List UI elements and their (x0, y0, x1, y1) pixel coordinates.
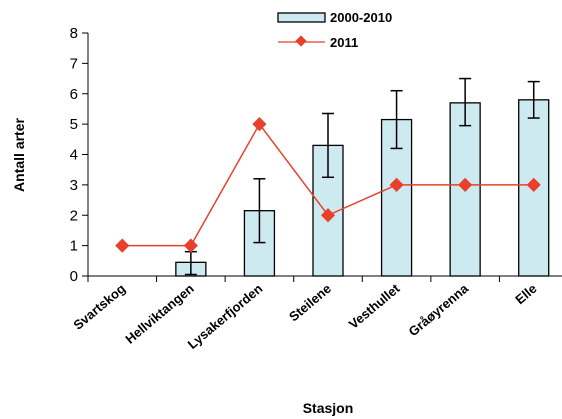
y-tick-label: 7 (70, 55, 78, 72)
x-axis-title: Stasjon (303, 400, 354, 416)
legend-swatch-bar (277, 12, 326, 23)
category-label: Hellviktangen (122, 281, 196, 347)
category-label: Elle (512, 281, 539, 307)
line-point (183, 238, 198, 253)
y-tick-label: 1 (70, 238, 78, 255)
legend-label-bar: 2000-2010 (330, 10, 392, 25)
category-label: Lysakerfjorden (185, 281, 266, 352)
line-point (389, 177, 404, 192)
y-tick-label: 3 (70, 177, 78, 194)
line-point (458, 177, 473, 192)
line-point (115, 238, 130, 253)
y-axis-title: Antall arter (11, 117, 27, 191)
y-tick-label: 0 (70, 268, 78, 285)
y-tick-label: 5 (70, 116, 78, 133)
error-bars (184, 77, 540, 276)
x-axis (87, 275, 562, 282)
legend-marker-diamond (295, 35, 307, 47)
category-label: Gråøyrenna (406, 280, 472, 339)
line-point (526, 177, 541, 192)
category-label: Svartskog (70, 281, 128, 333)
line-point (320, 208, 336, 223)
y-tick-label: 6 (70, 86, 78, 103)
y-tick-label: 8 (70, 25, 78, 42)
bars-series (175, 99, 550, 277)
x-ticks (87, 276, 500, 282)
category-label: Steilene (286, 281, 334, 325)
legend: 2000-2010 2011 (277, 10, 392, 50)
y-tick-label: 2 (70, 207, 78, 224)
y-tick-label: 4 (70, 147, 78, 164)
line-series (115, 117, 541, 253)
category-label: Vesthullet (346, 280, 403, 331)
y-axis: 0 1 2 3 4 5 6 7 8 (70, 25, 89, 285)
line-point (252, 117, 267, 132)
legend-label-line: 2011 (330, 35, 358, 50)
y-ticks: 0 1 2 3 4 5 6 7 8 (70, 25, 88, 285)
